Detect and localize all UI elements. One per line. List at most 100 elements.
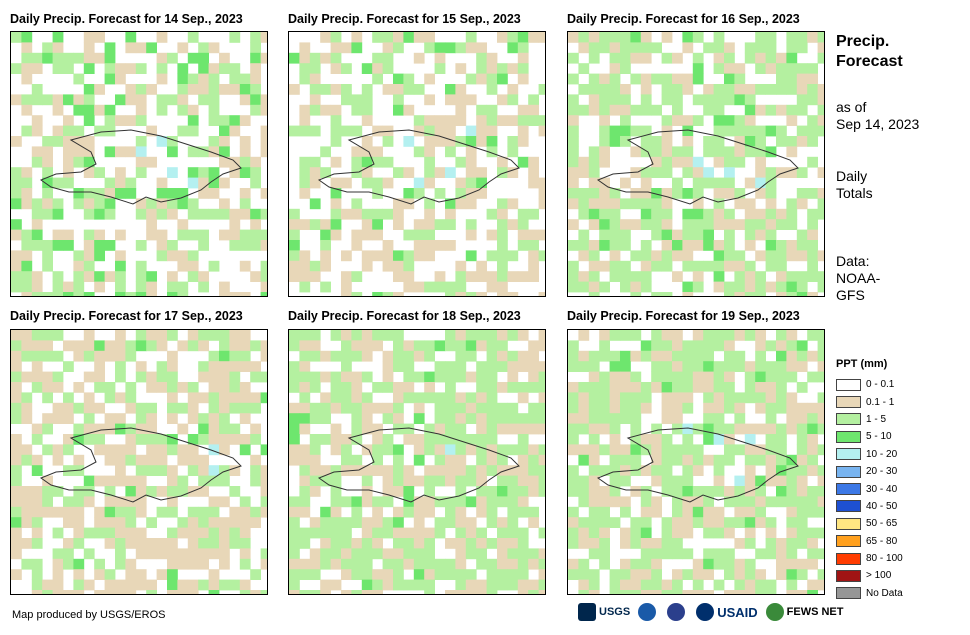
precip-cell: [724, 382, 735, 393]
precip-cell: [219, 538, 230, 549]
precip-cell: [692, 177, 704, 189]
precip-cell: [289, 52, 300, 64]
precip-cell: [445, 475, 456, 487]
precip-cell: [734, 423, 746, 435]
precip-cell: [620, 579, 631, 591]
precip-cell: [361, 548, 373, 560]
precip-cell: [341, 444, 352, 456]
precip-cell: [299, 486, 311, 497]
precip-cell: [104, 240, 116, 251]
forecast-map-3[interactable]: [567, 31, 825, 297]
precip-cell: [361, 486, 373, 497]
precip-cell: [104, 198, 116, 210]
precip-cell: [703, 177, 714, 189]
precip-cell: [330, 402, 342, 414]
precip-cell: [167, 579, 178, 591]
precip-cell: [724, 434, 735, 445]
precip-cell: [372, 188, 383, 199]
precip-cell: [229, 517, 241, 528]
precip-cell: [703, 42, 714, 54]
precip-cell: [786, 42, 798, 54]
precip-cell: [497, 444, 508, 456]
precip-cell: [52, 444, 64, 456]
precip-cell: [239, 340, 251, 352]
precip-cell: [807, 590, 818, 594]
forecast-map-4[interactable]: [10, 329, 268, 595]
precip-cell: [703, 330, 714, 341]
precip-cell: [393, 506, 404, 518]
precip-cell: [21, 413, 33, 424]
precip-cell: [125, 444, 137, 456]
precip-cell: [568, 198, 579, 210]
precip-cell: [156, 454, 168, 466]
precip-cell: [672, 188, 683, 199]
precip-cell: [476, 292, 487, 296]
precip-cell: [744, 361, 756, 372]
precip-cell: [260, 496, 267, 508]
precip-cell: [83, 402, 95, 414]
precip-cell: [167, 136, 178, 147]
precip-cell: [497, 198, 508, 210]
precip-cell: [94, 271, 105, 282]
precip-cell: [465, 465, 477, 476]
forecast-map-6[interactable]: [567, 329, 825, 595]
precip-cell: [786, 506, 798, 518]
precip-cell: [734, 538, 746, 549]
precip-cell: [135, 94, 147, 106]
precip-cell: [104, 350, 116, 362]
precip-cell: [465, 250, 477, 262]
forecast-map-5[interactable]: [288, 329, 546, 595]
precip-cell: [528, 590, 539, 594]
precip-cell: [755, 42, 766, 54]
precip-cell: [424, 548, 435, 560]
precip-cell: [517, 208, 529, 220]
precip-cell: [507, 558, 519, 570]
precip-cell: [424, 423, 435, 435]
precip-cell: [52, 579, 64, 591]
precip-cell: [372, 292, 383, 296]
precip-cell: [146, 281, 157, 293]
forecast-map-1[interactable]: [10, 31, 268, 297]
precip-cell: [309, 569, 321, 580]
precip-cell: [755, 392, 766, 404]
precip-cell: [703, 558, 714, 570]
precip-cell: [568, 382, 579, 393]
precip-cell: [599, 281, 610, 293]
precip-cell: [703, 350, 714, 362]
precip-cell: [135, 271, 147, 282]
precip-cell: [403, 104, 415, 116]
precip-cell: [588, 208, 600, 220]
precip-cell: [208, 569, 220, 580]
precip-cell: [156, 188, 168, 199]
precip-cell: [817, 350, 824, 362]
forecast-map-2[interactable]: [288, 31, 546, 297]
precip-cell: [455, 444, 467, 456]
precip-cell: [219, 156, 230, 168]
precip-cell: [11, 392, 22, 404]
precip-cell: [703, 413, 714, 424]
precip-cell: [765, 340, 777, 352]
precip-cell: [703, 402, 714, 414]
precip-cell: [724, 350, 735, 362]
precip-cell: [299, 423, 311, 435]
precip-cell: [776, 250, 787, 262]
precip-cell: [455, 330, 467, 341]
precip-cell: [219, 52, 230, 64]
precip-cell: [465, 402, 477, 414]
precip-cell: [361, 340, 373, 352]
precip-cell: [135, 454, 147, 466]
precip-cell: [703, 260, 714, 272]
precip-cell: [724, 590, 735, 594]
precip-cell: [817, 413, 824, 424]
precip-cell: [765, 423, 777, 435]
precip-cell: [341, 496, 352, 508]
precip-cell: [208, 361, 220, 372]
precip-cell: [507, 330, 519, 341]
precip-cell: [476, 392, 487, 404]
precip-cell: [125, 94, 137, 106]
precip-cell: [497, 527, 508, 539]
legend-swatch: [836, 517, 861, 530]
precip-cell: [588, 361, 600, 372]
precip-cell: [42, 413, 53, 424]
precip-cell: [330, 208, 342, 220]
